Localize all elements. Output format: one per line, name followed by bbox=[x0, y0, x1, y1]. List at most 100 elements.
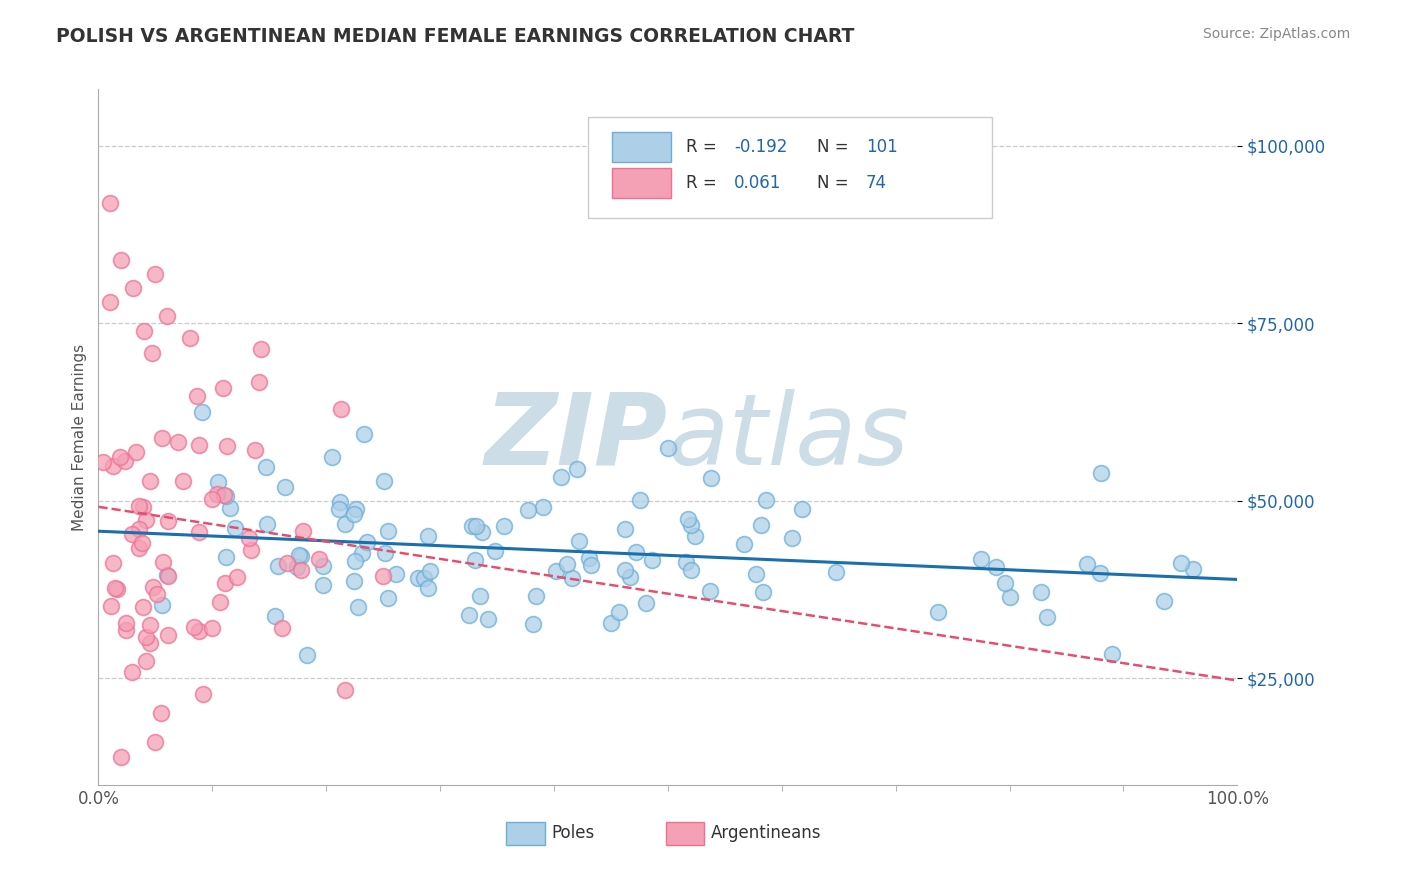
Text: Poles: Poles bbox=[551, 824, 595, 842]
Point bbox=[128, 522, 150, 536]
Point bbox=[167, 434, 190, 449]
Point bbox=[121, 527, 143, 541]
Point bbox=[101, 557, 124, 571]
Point bbox=[267, 559, 290, 574]
Point bbox=[1101, 648, 1123, 662]
Point bbox=[188, 525, 211, 540]
Point bbox=[733, 537, 755, 551]
Point bbox=[614, 563, 637, 577]
Point bbox=[224, 520, 246, 534]
Point bbox=[679, 518, 702, 533]
Point bbox=[205, 487, 228, 501]
Point bbox=[346, 599, 368, 614]
Text: R =: R = bbox=[686, 138, 723, 156]
Point bbox=[226, 570, 249, 584]
Point bbox=[212, 487, 235, 501]
Point bbox=[419, 564, 441, 578]
Point bbox=[152, 598, 174, 612]
Point bbox=[609, 605, 631, 619]
Text: Argentineans: Argentineans bbox=[711, 824, 821, 842]
FancyBboxPatch shape bbox=[665, 822, 704, 846]
Point bbox=[333, 683, 356, 698]
Point bbox=[994, 576, 1017, 591]
Text: atlas: atlas bbox=[668, 389, 910, 485]
Point bbox=[138, 618, 160, 632]
Point bbox=[179, 331, 201, 345]
Point bbox=[91, 454, 114, 468]
Point bbox=[238, 532, 260, 546]
Point bbox=[755, 493, 778, 508]
Y-axis label: Median Female Earnings: Median Female Earnings bbox=[72, 343, 87, 531]
Point bbox=[215, 549, 238, 564]
Point bbox=[676, 512, 699, 526]
Point bbox=[353, 427, 375, 442]
Text: -0.192: -0.192 bbox=[734, 138, 787, 156]
Text: POLISH VS ARGENTINEAN MEDIAN FEMALE EARNINGS CORRELATION CHART: POLISH VS ARGENTINEAN MEDIAN FEMALE EARN… bbox=[56, 27, 855, 45]
Point bbox=[290, 563, 312, 577]
Point bbox=[312, 578, 335, 592]
Point bbox=[373, 475, 395, 489]
Point bbox=[1036, 610, 1059, 624]
Point bbox=[128, 499, 150, 513]
Point bbox=[135, 513, 157, 527]
Point bbox=[461, 518, 484, 533]
Point bbox=[256, 516, 278, 531]
Point bbox=[599, 615, 621, 630]
Point bbox=[328, 502, 350, 516]
Point bbox=[239, 542, 262, 557]
Point bbox=[377, 524, 399, 538]
Point bbox=[157, 514, 180, 528]
Point bbox=[245, 442, 267, 457]
Point bbox=[561, 571, 583, 585]
Point bbox=[207, 475, 229, 490]
Point bbox=[290, 549, 312, 563]
Point bbox=[1090, 566, 1112, 580]
Point bbox=[657, 441, 679, 455]
Point bbox=[343, 574, 366, 588]
FancyBboxPatch shape bbox=[612, 168, 671, 198]
Point bbox=[152, 554, 174, 568]
Point bbox=[288, 548, 311, 562]
Text: Source: ZipAtlas.com: Source: ZipAtlas.com bbox=[1202, 27, 1350, 41]
Point bbox=[329, 402, 352, 417]
Point bbox=[1076, 557, 1098, 571]
Point bbox=[464, 553, 486, 567]
Point bbox=[550, 469, 572, 483]
Point bbox=[146, 587, 169, 601]
Point bbox=[311, 558, 333, 573]
Point bbox=[970, 552, 993, 566]
Point bbox=[105, 582, 128, 597]
Point bbox=[619, 570, 641, 584]
Point bbox=[1029, 585, 1052, 599]
Point bbox=[110, 749, 132, 764]
Point bbox=[308, 552, 330, 566]
FancyBboxPatch shape bbox=[588, 117, 993, 218]
Point bbox=[104, 582, 127, 596]
Point bbox=[343, 554, 366, 568]
Point bbox=[640, 553, 662, 567]
Point bbox=[329, 494, 352, 508]
Point bbox=[135, 655, 157, 669]
Point bbox=[201, 621, 224, 635]
Point bbox=[350, 546, 373, 560]
Point bbox=[1153, 593, 1175, 607]
Point bbox=[132, 500, 155, 514]
Point bbox=[517, 503, 540, 517]
Text: ZIP: ZIP bbox=[485, 389, 668, 485]
Point bbox=[114, 453, 136, 467]
Point bbox=[636, 596, 658, 610]
Point bbox=[544, 564, 567, 578]
Point bbox=[628, 493, 651, 508]
Point bbox=[567, 461, 589, 475]
Point bbox=[624, 544, 647, 558]
Point bbox=[187, 438, 209, 452]
Point bbox=[458, 608, 481, 623]
Point bbox=[215, 489, 238, 503]
Point bbox=[533, 500, 555, 515]
Point bbox=[825, 565, 848, 579]
Point bbox=[121, 281, 143, 295]
Point bbox=[217, 439, 239, 453]
Point bbox=[675, 555, 697, 569]
Point bbox=[131, 536, 153, 550]
Point bbox=[371, 569, 394, 583]
